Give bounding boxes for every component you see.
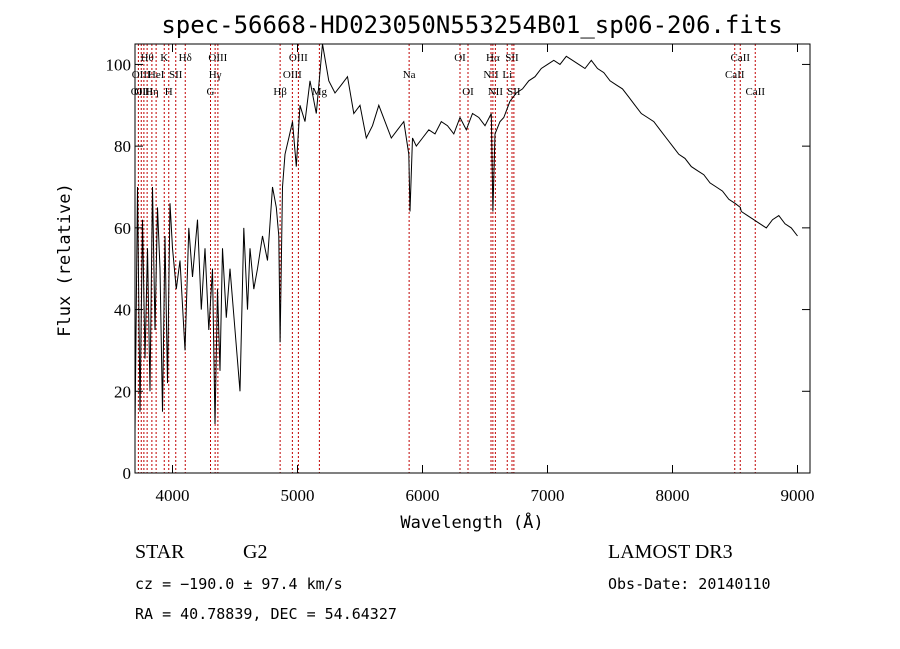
y-tick-label: 80 (114, 137, 131, 156)
line-marker-label: CaII (730, 52, 750, 64)
spectral-line-markers: OIIOIIIOIIIHθHηHeIKHSIIHδGHγOIIIHβOIIIOI… (131, 44, 765, 473)
obs-date: Obs-Date: 20140110 (608, 575, 771, 593)
line-marker-label: OIII (134, 86, 153, 98)
x-tick-label: 8000 (656, 486, 690, 505)
line-marker-label: SII (507, 86, 521, 98)
line-marker-label: SII (169, 69, 183, 81)
line-marker-label: OIII (283, 69, 302, 81)
x-tick-label: 6000 (406, 486, 440, 505)
x-tick-label: 5000 (281, 486, 315, 505)
y-tick-label: 0 (123, 464, 132, 483)
line-marker-label: OIII (208, 52, 227, 64)
line-marker-label: OIII (132, 69, 151, 81)
line-marker-label: Hη (145, 86, 159, 98)
line-marker-label: Li (502, 69, 512, 81)
line-marker-label: Na (403, 69, 416, 81)
coordinates: RA = 40.78839, DEC = 54.64327 (135, 605, 397, 623)
y-tick-label: 20 (114, 382, 131, 401)
x-tick-label: 4000 (156, 486, 190, 505)
line-marker-label: HeI (148, 69, 165, 81)
spectrum-series (134, 43, 798, 433)
chart-title: spec-56668-HD023050N553254B01_sp06-206.f… (161, 11, 782, 39)
line-marker-label: OI (462, 86, 474, 98)
x-tick-label: 7000 (531, 486, 565, 505)
survey-name: LAMOST DR3 (608, 541, 733, 563)
object-class: STAR (135, 541, 185, 563)
axis-ticks: 4000 5000 6000 7000 8000 9000 0 20 40 60 80 100 (106, 44, 815, 505)
line-marker-label: NII (483, 69, 499, 81)
line-marker-label: K (160, 52, 168, 64)
velocity-readout: cz = −190.0 ± 97.4 km/s (135, 575, 343, 593)
line-marker-label: OI (454, 52, 466, 64)
y-tick-label: 60 (114, 219, 131, 238)
line-marker-label: CaII (745, 86, 765, 98)
line-marker-label: Hδ (179, 52, 192, 64)
plot-frame (134, 43, 811, 474)
line-marker-label: NII (488, 86, 504, 98)
line-marker-label: OIII (289, 52, 308, 64)
x-axis-label: Wavelength (Å) (400, 511, 543, 533)
line-marker-label: Hβ (273, 86, 287, 98)
line-marker-label: Hα (486, 52, 500, 64)
line-marker-label: Hγ (209, 69, 222, 81)
y-tick-label: 40 (114, 301, 131, 320)
y-axis-label: Flux (relative) (55, 183, 75, 337)
line-marker-label: CaII (725, 69, 745, 81)
y-tick-label: 100 (106, 55, 132, 74)
line-marker-label: Mg (312, 86, 328, 98)
line-marker-label: H (165, 86, 173, 98)
object-subclass: G2 (243, 541, 267, 563)
series-line-spectrum (134, 43, 798, 433)
line-marker-label: SII (505, 52, 519, 64)
line-marker-label: G (207, 86, 215, 98)
line-marker-label: Hθ (141, 52, 154, 64)
x-tick-label: 9000 (781, 486, 815, 505)
